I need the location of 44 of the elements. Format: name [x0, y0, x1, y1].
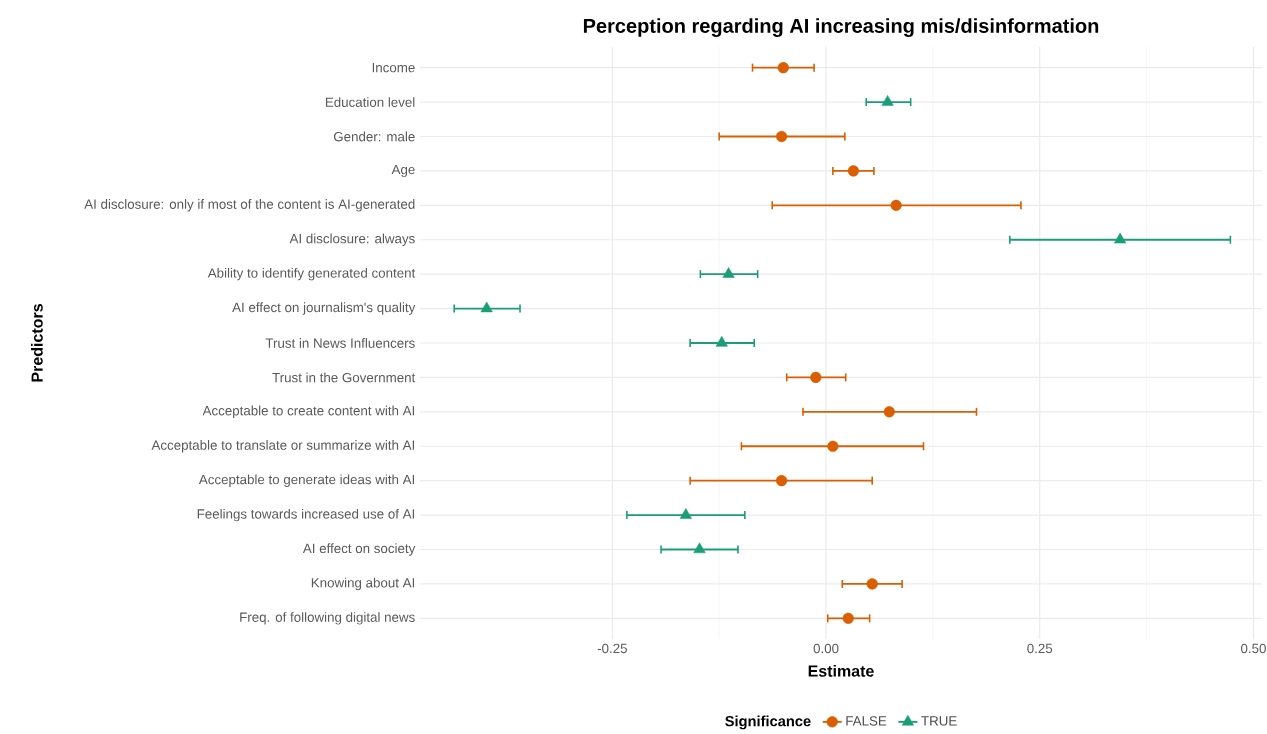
y-tick-label: AI disclosure: only if most of the content is AI-generated: [84, 199, 415, 212]
point: [1114, 232, 1127, 244]
point: [777, 62, 789, 74]
y-tick-label: Knowing about AI: [311, 577, 415, 591]
chart-title: Perception regarding AI increasing mis/disinformation: [583, 18, 1099, 37]
y-tick-label: Feelings towards increased use of AI: [197, 508, 415, 522]
y-tick-label: Trust in News Influencers: [265, 338, 415, 348]
point: [810, 371, 822, 384]
y-tick-label: AI effect on journalism's quality: [232, 302, 416, 315]
point: [693, 542, 706, 554]
y-tick-label: Gender: male: [333, 131, 415, 142]
y-tick-label: Education level: [325, 97, 415, 107]
legend-label: FALSE: [846, 716, 887, 726]
y-tick-label: Acceptable to create content with AI: [202, 405, 415, 419]
y-tick-label: AI disclosure: always: [289, 233, 415, 246]
point: [775, 130, 788, 143]
point: [679, 508, 692, 519]
x-tick-label: 0.50: [1241, 643, 1266, 654]
x-axis-title: Estimate: [808, 664, 874, 677]
y-tick-label: Trust in the Government: [272, 372, 416, 383]
point: [775, 475, 788, 487]
y-tick-label: AI effect on society: [302, 543, 416, 556]
y-tick-label: Acceptable to generate ideas with AI: [198, 474, 415, 487]
legend-title: Significance: [725, 715, 811, 730]
x-tick-label: -0.25: [597, 643, 627, 654]
point: [715, 336, 728, 347]
y-axis-title: Predictors: [31, 304, 43, 382]
x-tick-label: 0.00: [813, 643, 839, 654]
y-tick-label: Acceptable to translate or summarize with AI: [151, 440, 415, 453]
point: [866, 578, 878, 590]
y-tick-label: Age: [391, 164, 415, 177]
y-tick-label: Freq. of following digital news: [240, 612, 415, 625]
point: [881, 95, 894, 106]
point: [842, 612, 854, 624]
y-tick-label: Income: [372, 62, 415, 73]
point: [890, 199, 902, 211]
point: [827, 440, 839, 452]
point: [847, 165, 859, 177]
legend-label: TRUE: [921, 716, 957, 726]
point: [883, 406, 895, 418]
y-tick-label: Ability to identify generated content: [207, 267, 416, 281]
x-tick-label: 0.25: [1027, 643, 1053, 654]
point: [722, 267, 735, 278]
point: [480, 301, 493, 313]
